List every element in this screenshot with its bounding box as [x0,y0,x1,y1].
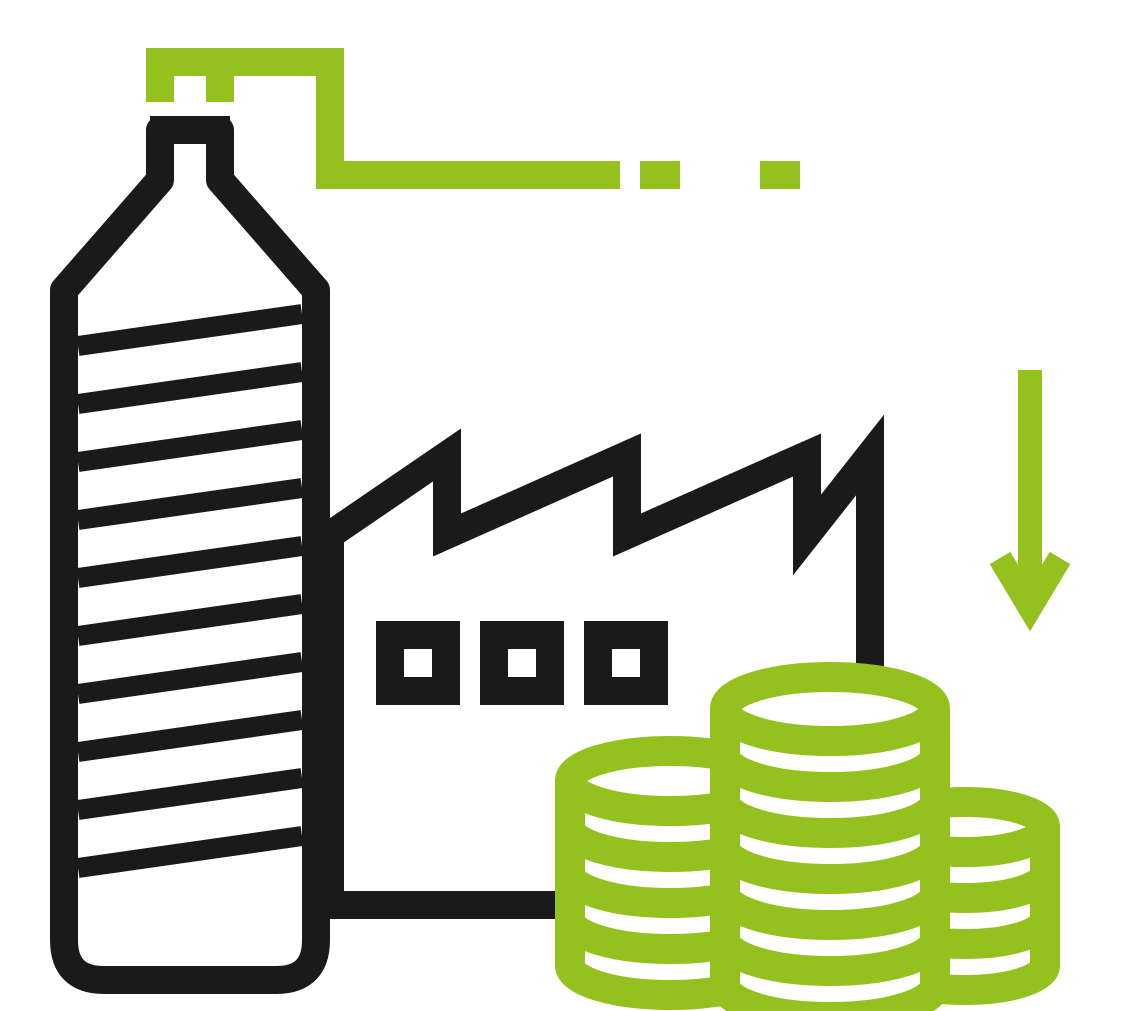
bottle-icon [64,130,316,980]
factory-window [494,635,550,691]
coin-top [725,677,935,741]
factory-window [390,635,446,691]
coin-stack [725,677,935,1011]
factory-window [598,635,654,691]
flow-path [160,62,800,175]
down-arrow-icon [1000,370,1060,608]
recycling-economy-diagram [0,0,1135,1011]
